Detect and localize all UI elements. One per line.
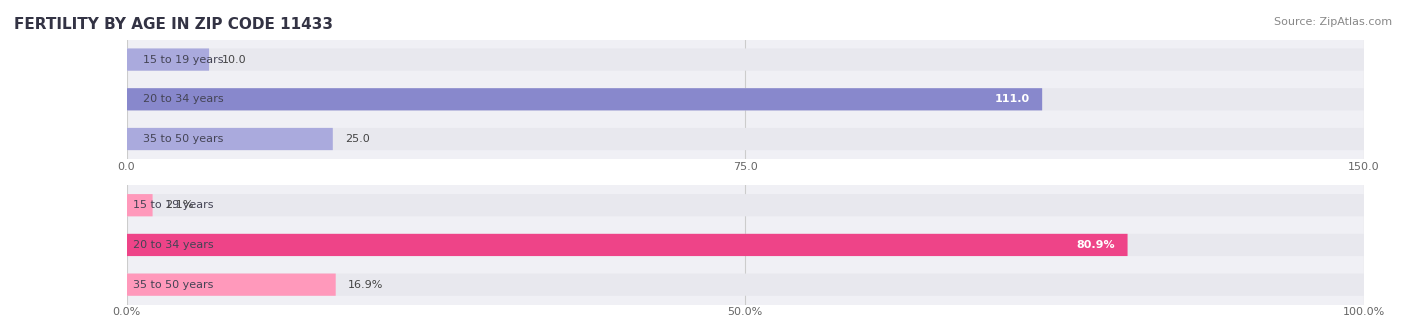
- FancyBboxPatch shape: [127, 48, 209, 71]
- FancyBboxPatch shape: [127, 273, 336, 296]
- Text: 16.9%: 16.9%: [349, 280, 384, 290]
- Text: 2.1%: 2.1%: [165, 200, 193, 210]
- FancyBboxPatch shape: [127, 128, 333, 150]
- FancyBboxPatch shape: [127, 234, 1128, 256]
- Text: 15 to 19 years: 15 to 19 years: [132, 200, 214, 210]
- Text: 25.0: 25.0: [344, 134, 370, 144]
- Text: 111.0: 111.0: [994, 94, 1029, 104]
- FancyBboxPatch shape: [127, 48, 1364, 71]
- Text: 15 to 19 years: 15 to 19 years: [143, 55, 224, 65]
- Text: 35 to 50 years: 35 to 50 years: [132, 280, 214, 290]
- FancyBboxPatch shape: [127, 194, 1364, 216]
- FancyBboxPatch shape: [127, 273, 1364, 296]
- Text: 20 to 34 years: 20 to 34 years: [132, 240, 214, 250]
- FancyBboxPatch shape: [127, 194, 153, 216]
- Text: 35 to 50 years: 35 to 50 years: [143, 134, 224, 144]
- Text: 80.9%: 80.9%: [1077, 240, 1115, 250]
- Text: 20 to 34 years: 20 to 34 years: [143, 94, 224, 104]
- FancyBboxPatch shape: [127, 88, 1042, 111]
- Text: FERTILITY BY AGE IN ZIP CODE 11433: FERTILITY BY AGE IN ZIP CODE 11433: [14, 17, 333, 31]
- Text: 10.0: 10.0: [221, 55, 246, 65]
- FancyBboxPatch shape: [127, 234, 1364, 256]
- FancyBboxPatch shape: [127, 128, 1364, 150]
- Text: Source: ZipAtlas.com: Source: ZipAtlas.com: [1274, 17, 1392, 26]
- FancyBboxPatch shape: [127, 88, 1364, 111]
